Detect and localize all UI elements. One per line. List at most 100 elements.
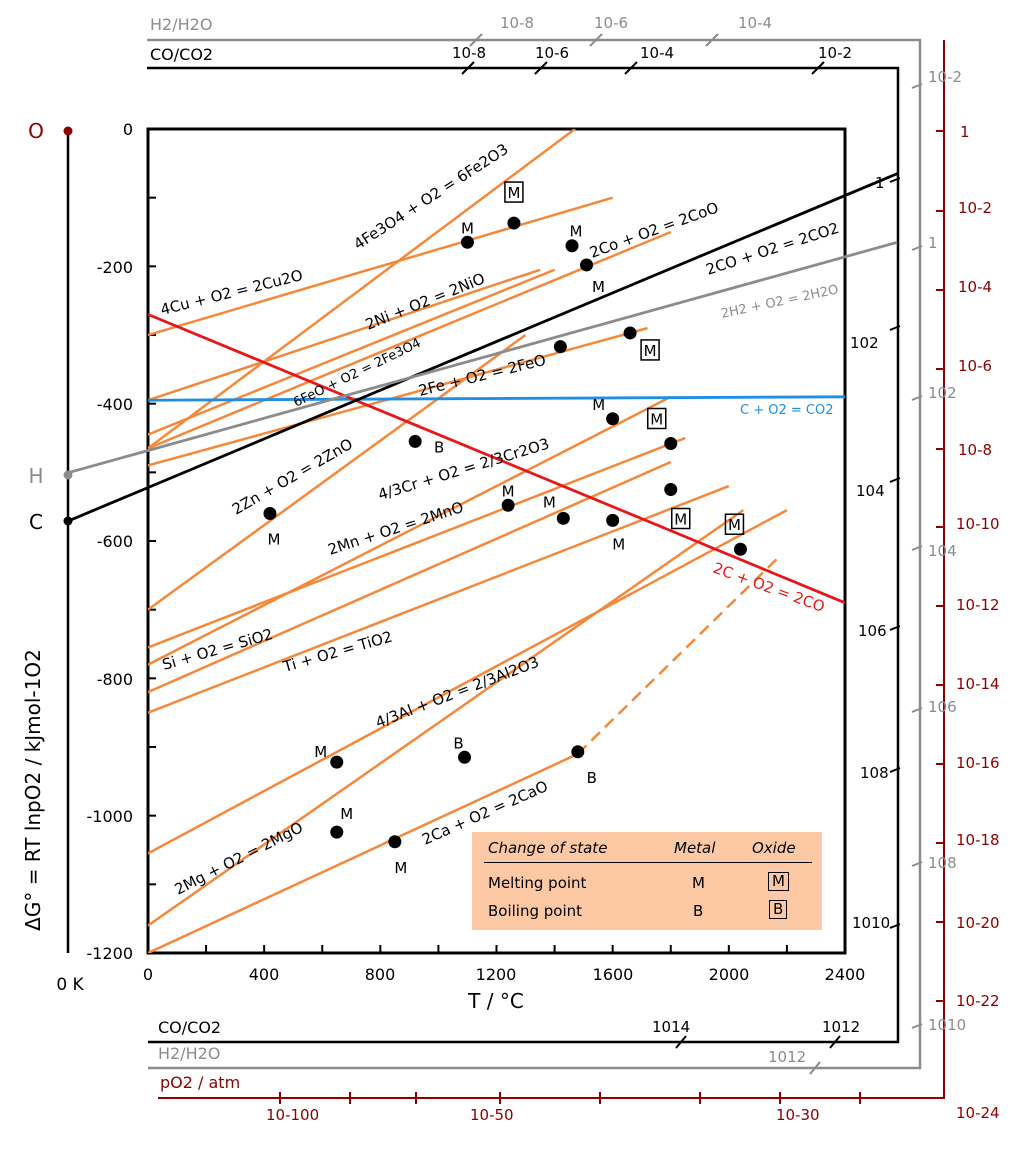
- state-change-point: [330, 755, 344, 769]
- series-line: [148, 752, 579, 953]
- right-po2-scale: 1 10-2 10-4 10-6 10-8 10-10 10-12 10-14 …: [936, 123, 1000, 1122]
- reaction-label: 2Co + O2 = 2CoO: [587, 198, 721, 261]
- state-change-point: [664, 436, 678, 450]
- oxide-marker-box: [724, 513, 745, 535]
- pivot-point-o: [63, 126, 73, 136]
- scale-tick-label: 108: [928, 854, 957, 872]
- scale-tick-label: 10-4: [640, 44, 674, 62]
- reaction-label: C + O2 = CO2: [740, 403, 833, 418]
- x-tick-label: 2400: [825, 965, 866, 984]
- scale-tick: [889, 325, 901, 331]
- series-line: [148, 395, 845, 402]
- bottom-h2-h2o-title: H2/H2O: [158, 1044, 220, 1063]
- state-change-label: M: [570, 223, 583, 241]
- scale-tick-label: 104: [856, 482, 885, 500]
- state-change-point: [507, 216, 521, 230]
- reaction-label: 4/3Al + O2 = 2/3Al2O3: [373, 653, 542, 732]
- oxide-marker-box: [647, 407, 667, 430]
- state-change-point: [664, 483, 678, 496]
- state-change-label: B: [434, 438, 444, 456]
- scale-tick: [911, 395, 923, 401]
- reaction-label: 2H2 + O2 = 2H2O: [720, 282, 840, 322]
- right-h2-h2o-scale: 10-2 1 102 104 106 108 1010: [911, 68, 966, 1034]
- series-line: [148, 508, 788, 855]
- y-tick-label: -800: [97, 670, 133, 689]
- state-change-point: [571, 745, 585, 759]
- right-co-co2-scale: 1 102 104 106 108 1010: [850, 174, 901, 932]
- scale-tick: [705, 33, 719, 47]
- state-change-label: M: [650, 410, 663, 428]
- state-change-label: M: [507, 184, 520, 202]
- state-change-point: [330, 825, 344, 839]
- scale-tick: [911, 545, 923, 551]
- gas-lines: [69, 172, 898, 522]
- scale-tick-label: 1010: [928, 1016, 966, 1034]
- top-co-co2-title: CO/CO2: [150, 45, 213, 64]
- state-change-label: B: [587, 769, 597, 787]
- scale-tick-label: 10-50: [470, 1106, 514, 1124]
- top-h2-h2o-title: H2/H2O: [150, 15, 212, 34]
- state-change-point: [623, 326, 637, 340]
- x-tick-label: 0: [143, 965, 153, 984]
- legend-oxide-symbol: M: [768, 872, 789, 891]
- scale-tick-label: 102: [850, 334, 879, 352]
- series-line: [148, 509, 745, 927]
- y-tick-label: -1000: [87, 807, 134, 826]
- scale-tick-label: 10-6: [958, 357, 992, 375]
- scale-tick-label: 10-8: [452, 44, 486, 62]
- pivot-label-h: H: [28, 464, 43, 488]
- scale-tick: [461, 61, 475, 75]
- state-change-label: M: [543, 493, 556, 511]
- scale-tick: [889, 625, 901, 631]
- legend-row-label: Melting point: [488, 874, 587, 892]
- legend-metal-symbol: M: [692, 874, 705, 892]
- state-change-label: M: [644, 342, 657, 360]
- legend-oxide-symbol: B: [769, 900, 788, 919]
- legend: Change of state Metal Oxide Melting poin…: [472, 832, 822, 930]
- scale-tick-label: 106: [858, 622, 887, 640]
- bottom-po2-title: pO2 / atm: [160, 1073, 240, 1092]
- state-change-label: M: [340, 805, 353, 823]
- scale-tick-label: 10-20: [956, 914, 1000, 932]
- state-change-point: [606, 412, 620, 426]
- scale-tick-label: 1: [960, 123, 970, 141]
- state-change-point: [263, 507, 277, 521]
- state-change-label: M: [612, 535, 625, 553]
- scale-tick-label: 10-6: [535, 44, 569, 62]
- scale-tick: [624, 61, 638, 75]
- bottom-co-co2-title: CO/CO2: [158, 1018, 221, 1037]
- series-line: [148, 268, 556, 436]
- scale-tick: [911, 861, 923, 867]
- scale-tick-label: 10-2: [958, 199, 992, 217]
- scale-tick: [675, 1035, 687, 1049]
- scale-tick-label: 102: [928, 384, 957, 402]
- state-change-label: M: [592, 278, 605, 296]
- scale-tick-label: 1: [875, 174, 885, 192]
- state-change-label: M: [592, 396, 605, 414]
- scale-tick: [889, 767, 901, 773]
- series-line: [148, 395, 672, 666]
- state-change-point: [553, 340, 567, 354]
- scale-tick-label: 1012: [768, 1048, 806, 1066]
- reaction-label: 2Ni + O2 = 2NiO: [363, 269, 488, 333]
- scale-tick-label: 10-8: [958, 441, 992, 459]
- scale-tick-label: 10-8: [500, 14, 534, 32]
- x-tick-label: 2000: [709, 965, 750, 984]
- scale-tick-label: 10-12: [956, 596, 1000, 614]
- scale-tick: [889, 477, 901, 483]
- scale-tick: [889, 923, 901, 929]
- y-tick-label: -1200: [87, 944, 134, 963]
- state-change-point: [556, 511, 570, 525]
- state-change-point: [388, 835, 402, 849]
- series-line: [148, 484, 730, 714]
- state-change-point: [580, 258, 594, 272]
- state-change-label: M: [674, 511, 687, 529]
- legend-divider: [484, 862, 812, 863]
- scale-tick: [469, 33, 483, 47]
- state-change-point: [606, 513, 620, 527]
- zero-k-label: 0 K: [56, 975, 84, 995]
- scale-tick-label: 1014: [652, 1018, 690, 1036]
- reaction-lines: [148, 129, 845, 953]
- scale-tick-label: 10-2: [818, 44, 852, 62]
